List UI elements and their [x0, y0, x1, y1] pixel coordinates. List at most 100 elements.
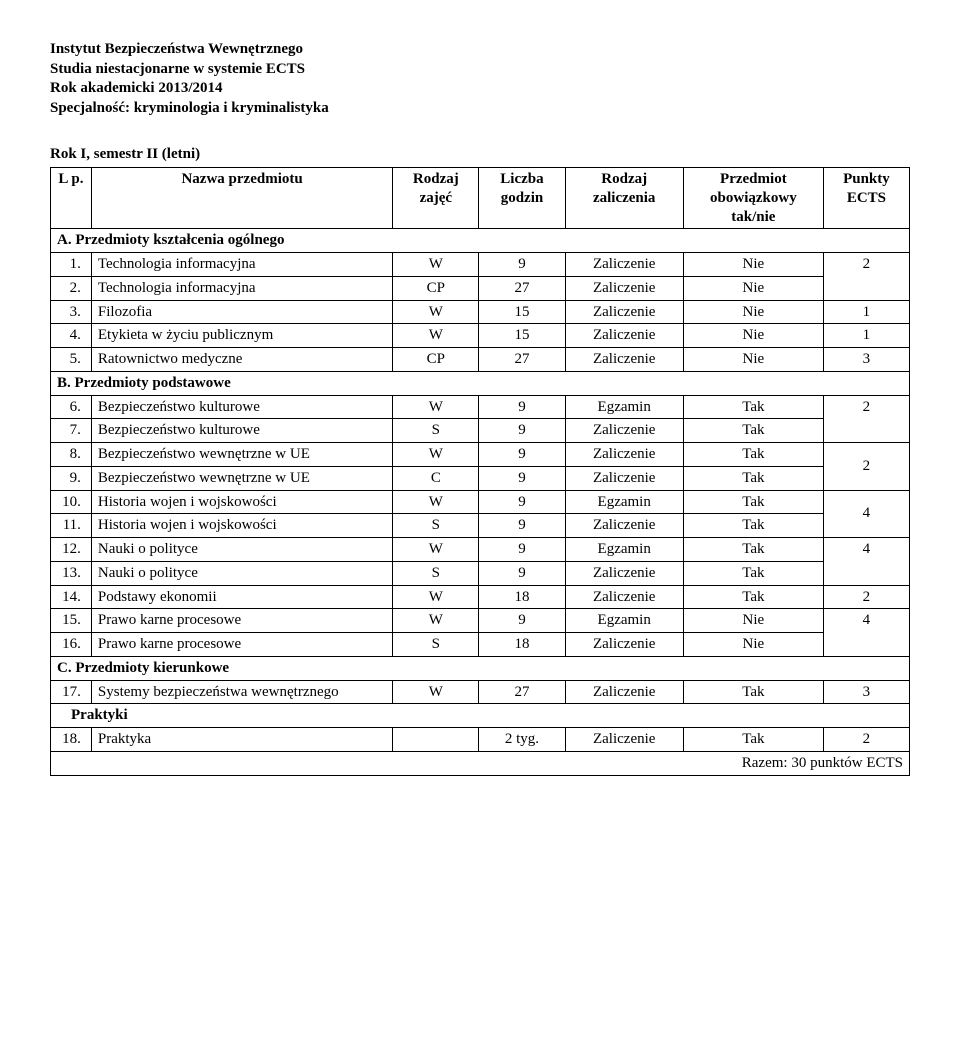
- table-row: 10. Historia wojen i wojskowości W 9 Egz…: [51, 490, 910, 514]
- cell-num: 13.: [51, 561, 92, 585]
- cell-zalicz: Zaliczenie: [565, 276, 683, 300]
- curriculum-table: L p. Nazwa przedmiotu Rodzaj zajęć Liczb…: [50, 167, 910, 776]
- cell-zalicz: Zaliczenie: [565, 466, 683, 490]
- header-line-1: Instytut Bezpieczeństwa Wewnętrznego: [50, 40, 910, 60]
- cell-ects: 4: [823, 609, 909, 657]
- cell-name: Technologia informacyjna: [91, 253, 392, 277]
- cell-name: Bezpieczeństwo wewnętrzne w UE: [91, 466, 392, 490]
- cell-obow: Nie: [683, 276, 823, 300]
- cell-num: 18.: [51, 728, 92, 752]
- cell-name: Nauki o polityce: [91, 561, 392, 585]
- table-row: 16. Prawo karne procesowe S 18 Zaliczeni…: [51, 633, 910, 657]
- cell-name: Systemy bezpieczeństwa wewnętrznego: [91, 680, 392, 704]
- section-praktyki: Praktyki: [51, 704, 910, 728]
- cell-godzin: 9: [479, 395, 565, 419]
- cell-obow: Tak: [683, 514, 823, 538]
- cell-zalicz: Zaliczenie: [565, 561, 683, 585]
- cell-godzin: 27: [479, 348, 565, 372]
- cell-ects: 3: [823, 348, 909, 372]
- cell-zalicz: Zaliczenie: [565, 443, 683, 467]
- table-row: 18. Praktyka 2 tyg. Zaliczenie Tak 2: [51, 728, 910, 752]
- cell-name: Podstawy ekonomii: [91, 585, 392, 609]
- cell-godzin: 9: [479, 490, 565, 514]
- header-line-2: Studia niestacjonarne w systemie ECTS: [50, 60, 910, 80]
- table-row: 7. Bezpieczeństwo kulturowe S 9 Zaliczen…: [51, 419, 910, 443]
- cell-name: Prawo karne procesowe: [91, 633, 392, 657]
- section-a-label: A. Przedmioty kształcenia ogólnego: [51, 229, 910, 253]
- cell-obow: Tak: [683, 466, 823, 490]
- section-b-label: B. Przedmioty podstawowe: [51, 371, 910, 395]
- cell-obow: Nie: [683, 609, 823, 633]
- footer-total: Razem: 30 punktów ECTS: [51, 751, 910, 775]
- cell-zajec: W: [393, 324, 479, 348]
- cell-godzin: 15: [479, 324, 565, 348]
- cell-zajec: W: [393, 253, 479, 277]
- cell-name: Technologia informacyjna: [91, 276, 392, 300]
- cell-zalicz: Zaliczenie: [565, 585, 683, 609]
- cell-zajec: C: [393, 466, 479, 490]
- cell-num: 17.: [51, 680, 92, 704]
- table-row: 5. Ratownictwo medyczne CP 27 Zaliczenie…: [51, 348, 910, 372]
- col-lp: L p.: [51, 168, 92, 229]
- table-row: 17. Systemy bezpieczeństwa wewnętrznego …: [51, 680, 910, 704]
- cell-obow: Nie: [683, 253, 823, 277]
- cell-godzin: 9: [479, 514, 565, 538]
- cell-obow: Tak: [683, 419, 823, 443]
- cell-zajec: S: [393, 633, 479, 657]
- table-row: 4. Etykieta w życiu publicznym W 15 Zali…: [51, 324, 910, 348]
- cell-num: 15.: [51, 609, 92, 633]
- col-godzin: Liczba godzin: [479, 168, 565, 229]
- cell-godzin: 9: [479, 561, 565, 585]
- cell-godzin: 18: [479, 585, 565, 609]
- cell-num: 3.: [51, 300, 92, 324]
- section-c: C. Przedmioty kierunkowe: [51, 656, 910, 680]
- cell-zajec: W: [393, 490, 479, 514]
- cell-num: 1.: [51, 253, 92, 277]
- cell-ects: 3: [823, 680, 909, 704]
- cell-name: Nauki o polityce: [91, 538, 392, 562]
- cell-ects: 2: [823, 443, 909, 491]
- cell-zalicz: Zaliczenie: [565, 300, 683, 324]
- cell-name: Prawo karne procesowe: [91, 609, 392, 633]
- cell-godzin: 9: [479, 253, 565, 277]
- cell-zajec: W: [393, 585, 479, 609]
- cell-zalicz: Zaliczenie: [565, 324, 683, 348]
- footer-row: Razem: 30 punktów ECTS: [51, 751, 910, 775]
- cell-zajec: [393, 728, 479, 752]
- cell-godzin: 9: [479, 443, 565, 467]
- cell-ects: 1: [823, 324, 909, 348]
- cell-obow: Tak: [683, 561, 823, 585]
- cell-num: 2.: [51, 276, 92, 300]
- table-row: 6. Bezpieczeństwo kulturowe W 9 Egzamin …: [51, 395, 910, 419]
- cell-ects: 2: [823, 253, 909, 301]
- table-row: 1. Technologia informacyjna W 9 Zaliczen…: [51, 253, 910, 277]
- cell-num: 9.: [51, 466, 92, 490]
- cell-num: 16.: [51, 633, 92, 657]
- table-row: 8. Bezpieczeństwo wewnętrzne w UE W 9 Za…: [51, 443, 910, 467]
- cell-godzin: 27: [479, 276, 565, 300]
- cell-godzin: 2 tyg.: [479, 728, 565, 752]
- cell-zajec: S: [393, 514, 479, 538]
- cell-obow: Tak: [683, 585, 823, 609]
- cell-ects: 1: [823, 300, 909, 324]
- table-row: 2. Technologia informacyjna CP 27 Zalicz…: [51, 276, 910, 300]
- cell-name: Praktyka: [91, 728, 392, 752]
- cell-zajec: S: [393, 561, 479, 585]
- cell-zajec: S: [393, 419, 479, 443]
- col-zalicz: Rodzaj zaliczenia: [565, 168, 683, 229]
- cell-zalicz: Egzamin: [565, 395, 683, 419]
- cell-ects: 2: [823, 585, 909, 609]
- subheader: Rok I, semestr II (letni): [50, 146, 910, 163]
- cell-num: 6.: [51, 395, 92, 419]
- cell-num: 10.: [51, 490, 92, 514]
- cell-godzin: 9: [479, 609, 565, 633]
- table-row: 12. Nauki o polityce W 9 Egzamin Tak 4: [51, 538, 910, 562]
- cell-name: Bezpieczeństwo wewnętrzne w UE: [91, 443, 392, 467]
- cell-ects: 4: [823, 490, 909, 538]
- section-a: A. Przedmioty kształcenia ogólnego: [51, 229, 910, 253]
- cell-zajec: W: [393, 300, 479, 324]
- doc-header: Instytut Bezpieczeństwa Wewnętrznego Stu…: [50, 40, 910, 118]
- cell-zalicz: Zaliczenie: [565, 728, 683, 752]
- cell-name: Ratownictwo medyczne: [91, 348, 392, 372]
- cell-num: 11.: [51, 514, 92, 538]
